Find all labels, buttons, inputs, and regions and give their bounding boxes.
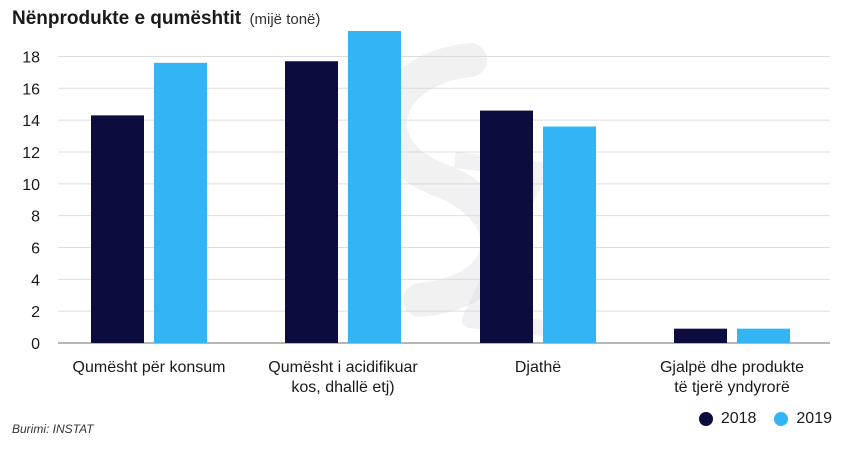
y-tick-label: 6	[31, 240, 40, 257]
y-tick-label: 4	[31, 272, 40, 289]
bar-2018-2	[480, 110, 533, 344]
legend-swatch-2019	[774, 412, 789, 426]
y-tick-label: 10	[22, 177, 40, 194]
chart-title-block: Nënprodukte e qumështit (mijë tonë)	[12, 8, 320, 30]
source-note: Burimi: INSTAT	[12, 422, 94, 436]
y-tick-label: 2	[31, 304, 40, 321]
bar-2018-3	[674, 328, 727, 343]
legend: 2018 2019	[698, 410, 832, 428]
bar-2019-2	[543, 126, 596, 344]
x-category-label-3: Gjalpë dhe produkte të tjerë yndyrorë	[660, 359, 804, 396]
watermark-logo	[372, 43, 561, 338]
x-category-label-1: Qumësht i acidifikuar kos, dhallë etj)	[268, 359, 418, 396]
bar-2018-1	[285, 61, 338, 343]
x-category-label-0: Qumësht për konsum	[73, 359, 226, 376]
y-tick-label: 0	[31, 336, 40, 353]
bar-2019-3	[737, 328, 790, 343]
y-axis-ticks: 0 2 4 6 8 10 12 14 16 18	[22, 49, 40, 353]
chart-title: Nënprodukte e qumështit	[12, 8, 242, 29]
legend-swatch-2018	[698, 412, 713, 426]
bars	[91, 31, 790, 344]
legend-item-2019: 2019	[774, 410, 832, 428]
bar-2019-0	[154, 62, 207, 344]
bar-2019-1	[348, 31, 401, 343]
y-tick-label: 16	[22, 81, 40, 98]
legend-item-2018: 2018	[698, 410, 757, 428]
x-axis-labels: Qumësht për konsum Qumësht i acidifikuar k…	[73, 359, 805, 396]
y-tick-label: 14	[22, 113, 40, 130]
legend-label-2018: 2018	[720, 410, 757, 427]
chart-unit: (mijë tonë)	[249, 11, 321, 28]
legend-label-2019: 2019	[796, 410, 832, 427]
x-category-label-2: Djathë	[515, 359, 561, 376]
y-tick-label: 8	[31, 209, 40, 226]
y-tick-label: 12	[22, 145, 40, 162]
y-tick-label: 18	[22, 49, 40, 66]
bar-2018-0	[91, 115, 144, 344]
